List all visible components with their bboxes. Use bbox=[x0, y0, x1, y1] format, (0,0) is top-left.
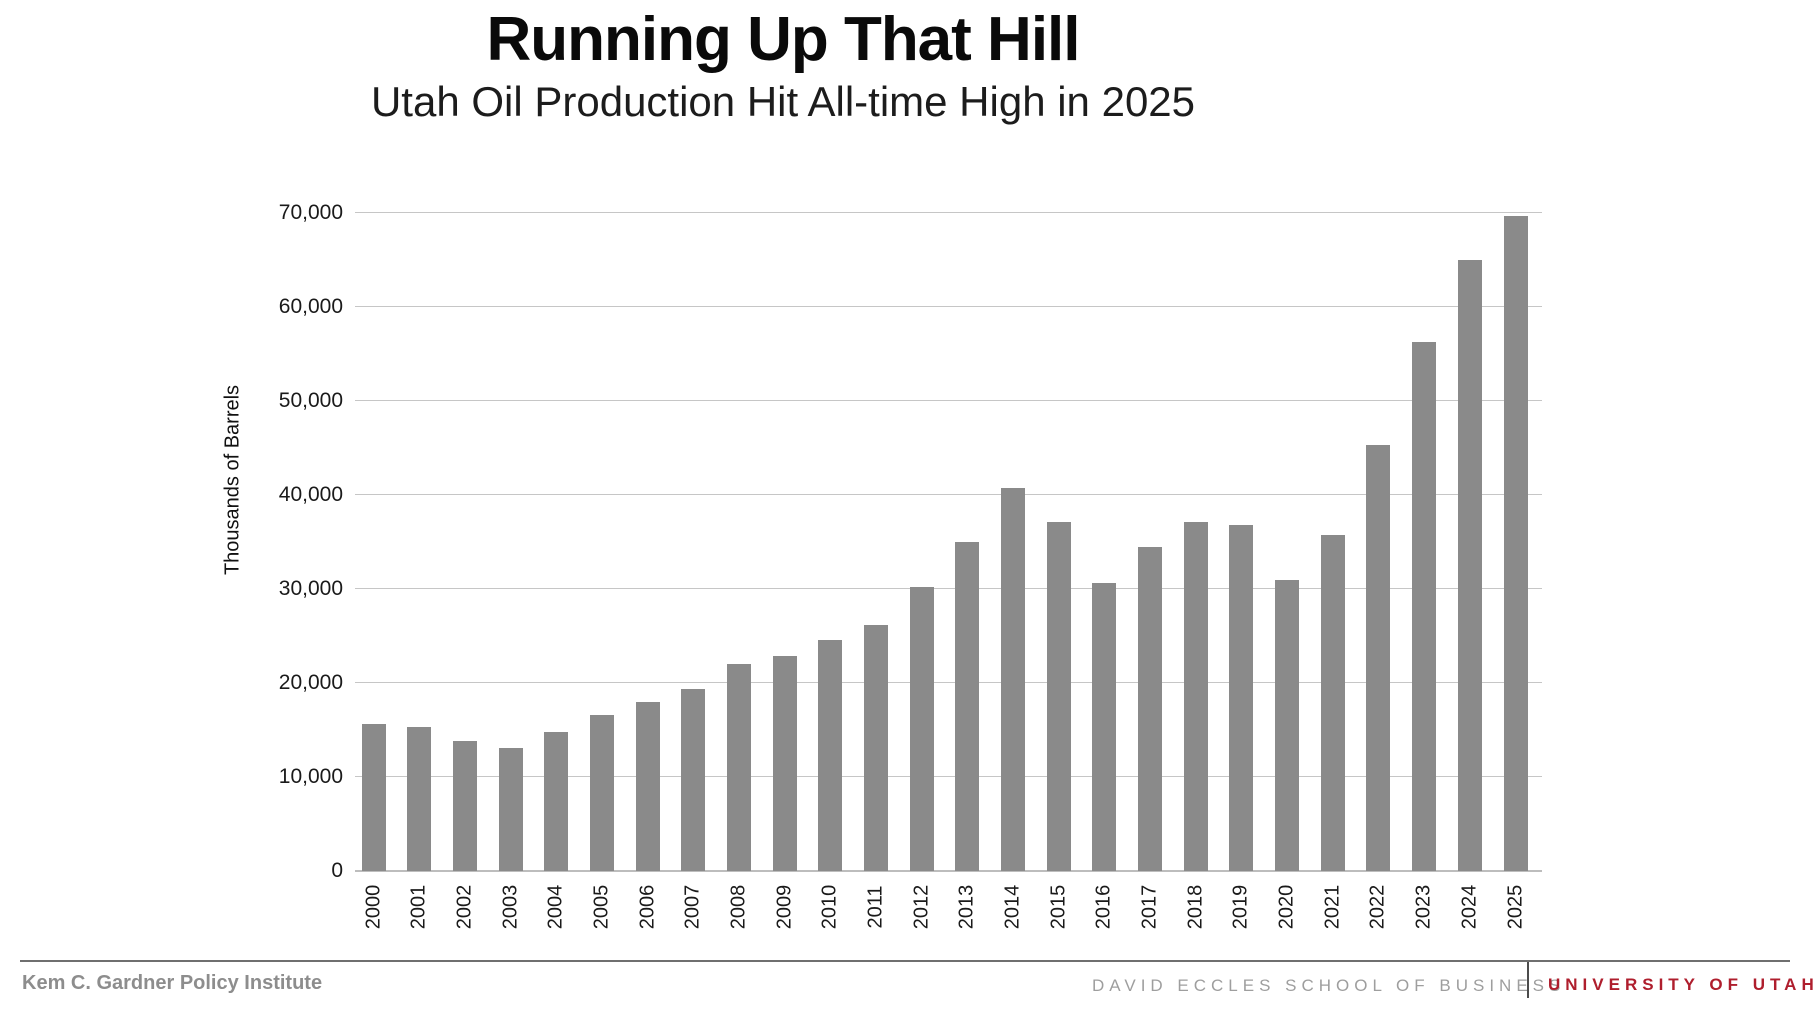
gridline-10000 bbox=[355, 776, 1542, 777]
x-tick-label-2023: 2023 bbox=[1412, 884, 1435, 930]
footer-vertical-divider bbox=[1527, 962, 1529, 998]
bar-2002 bbox=[452, 741, 477, 871]
gridline-30000 bbox=[355, 588, 1542, 589]
x-tick-label-2002: 2002 bbox=[453, 884, 476, 930]
x-tick-label-2006: 2006 bbox=[636, 884, 659, 930]
x-tick-label-2012: 2012 bbox=[910, 884, 933, 930]
x-tick-label-2024: 2024 bbox=[1458, 884, 1481, 930]
bar-2016 bbox=[1092, 583, 1117, 871]
y-tick-label-20000: 20,000 bbox=[278, 671, 343, 694]
bar-2013 bbox=[955, 542, 980, 871]
bar-2003 bbox=[498, 747, 523, 871]
y-tick-label-0: 0 bbox=[331, 859, 343, 882]
x-tick-label-2008: 2008 bbox=[727, 884, 750, 930]
bar-2008 bbox=[726, 664, 751, 871]
bar-2024 bbox=[1457, 260, 1482, 871]
footer-institute-label: Kem C. Gardner Policy Institute bbox=[22, 972, 323, 994]
bar-2007 bbox=[681, 688, 706, 871]
x-tick-label-2000: 2000 bbox=[362, 884, 384, 930]
bar-2000 bbox=[361, 724, 386, 871]
bar-2019 bbox=[1229, 525, 1254, 871]
footer-school-label: DAVID ECCLES SCHOOL OF BUSINESS bbox=[1092, 976, 1566, 995]
gridline-40000 bbox=[355, 494, 1542, 495]
chart-header: Running Up That Hill Utah Oil Production… bbox=[0, 5, 1566, 126]
bar-2005 bbox=[589, 715, 614, 871]
bar-2025 bbox=[1503, 215, 1528, 871]
x-tick-label-2011: 2011 bbox=[864, 885, 887, 929]
plot-area bbox=[355, 212, 1542, 872]
y-tick-label-10000: 10,000 bbox=[278, 765, 343, 788]
footer-divider-line bbox=[20, 960, 1790, 962]
gridline-60000 bbox=[355, 306, 1542, 307]
bar-2015 bbox=[1046, 522, 1071, 871]
bar-2014 bbox=[1001, 487, 1026, 871]
x-tick-label-2017: 2017 bbox=[1138, 884, 1161, 930]
x-tick-label-2020: 2020 bbox=[1275, 884, 1298, 930]
x-tick-label-2025: 2025 bbox=[1504, 884, 1526, 930]
x-tick-label-2013: 2013 bbox=[955, 884, 978, 930]
x-tick-label-2007: 2007 bbox=[681, 884, 704, 930]
footer-university-label: UNIVERSITY OF UTAH bbox=[1548, 975, 1819, 994]
x-tick-label-2014: 2014 bbox=[1001, 884, 1024, 930]
bar-2023 bbox=[1412, 341, 1437, 871]
x-tick-label-2005: 2005 bbox=[590, 884, 613, 930]
x-tick-label-2009: 2009 bbox=[773, 884, 796, 930]
x-tick-label-2015: 2015 bbox=[1047, 884, 1070, 930]
gridline-20000 bbox=[355, 682, 1542, 683]
bar-2021 bbox=[1320, 535, 1345, 871]
bar-2020 bbox=[1275, 579, 1300, 871]
y-tick-label-40000: 40,000 bbox=[278, 483, 343, 506]
bar-2001 bbox=[407, 727, 432, 871]
x-tick-label-2016: 2016 bbox=[1092, 884, 1115, 930]
x-axis-line bbox=[355, 870, 1542, 872]
x-tick-label-2019: 2019 bbox=[1229, 884, 1252, 930]
x-tick-label-2003: 2003 bbox=[499, 884, 522, 930]
bar-2004 bbox=[544, 731, 569, 871]
bar-2022 bbox=[1366, 445, 1391, 871]
chart-title: Running Up That Hill bbox=[486, 5, 1080, 74]
bar-2011 bbox=[863, 624, 888, 871]
bar-2017 bbox=[1138, 546, 1163, 871]
bar-2010 bbox=[818, 639, 843, 871]
x-tick-label-2021: 2021 bbox=[1321, 884, 1344, 930]
x-tick-label-2018: 2018 bbox=[1184, 884, 1207, 930]
y-tick-label-30000: 30,000 bbox=[278, 577, 343, 600]
gridline-50000 bbox=[355, 400, 1542, 401]
y-tick-label-50000: 50,000 bbox=[278, 389, 343, 412]
gridline-70000 bbox=[355, 212, 1542, 213]
chart-subtitle: Utah Oil Production Hit All-time High in… bbox=[370, 78, 1196, 126]
bar-2006 bbox=[635, 701, 660, 871]
x-tick-label-2022: 2022 bbox=[1366, 884, 1389, 930]
bar-2012 bbox=[909, 587, 934, 871]
y-tick-label-60000: 60,000 bbox=[278, 295, 343, 318]
y-axis-title: Thousands of Barrels bbox=[221, 384, 244, 576]
bar-2018 bbox=[1183, 522, 1208, 871]
x-tick-label-2001: 2001 bbox=[407, 884, 430, 930]
x-tick-label-2010: 2010 bbox=[818, 884, 841, 930]
bar-2009 bbox=[772, 655, 797, 871]
x-tick-label-2004: 2004 bbox=[544, 884, 567, 930]
y-tick-label-70000: 70,000 bbox=[278, 201, 343, 224]
